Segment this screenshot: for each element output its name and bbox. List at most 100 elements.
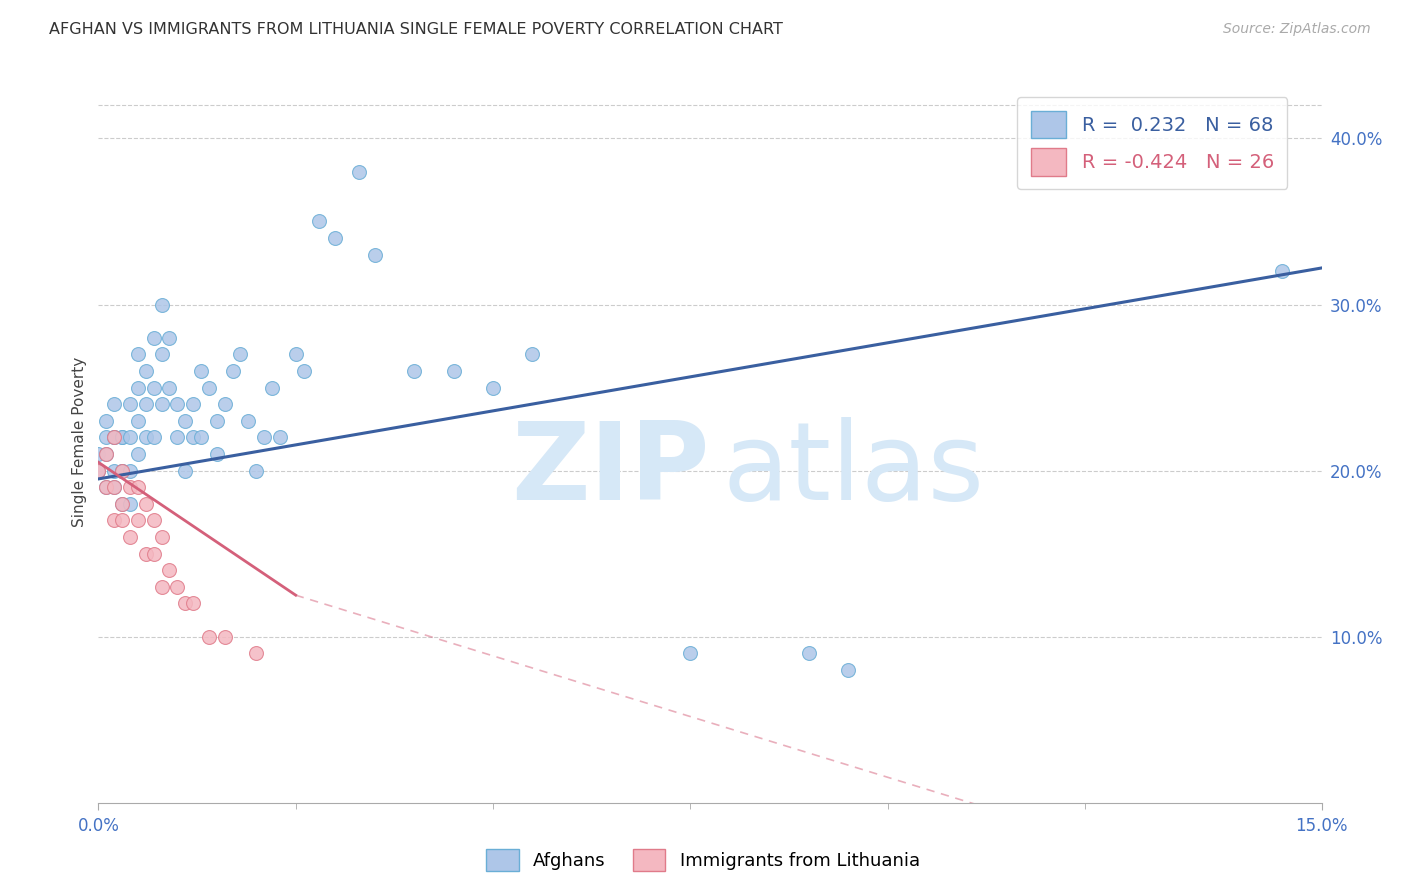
Point bbox=[135, 397, 157, 411]
Point bbox=[103, 430, 125, 444]
Point bbox=[214, 397, 236, 411]
Point bbox=[245, 646, 267, 660]
Point bbox=[118, 397, 141, 411]
Point bbox=[221, 364, 243, 378]
Point bbox=[142, 547, 165, 561]
Point bbox=[111, 497, 134, 511]
Point bbox=[96, 480, 118, 494]
Point bbox=[229, 347, 252, 361]
Point bbox=[111, 513, 134, 527]
Point bbox=[260, 380, 283, 394]
Point bbox=[190, 364, 212, 378]
Point bbox=[135, 547, 157, 561]
Point bbox=[142, 331, 165, 345]
Point bbox=[118, 497, 141, 511]
Point bbox=[150, 580, 173, 594]
Point bbox=[482, 380, 505, 394]
Point bbox=[181, 597, 204, 611]
Point bbox=[159, 331, 181, 345]
Point bbox=[1271, 264, 1294, 278]
Point bbox=[96, 447, 118, 461]
Point bbox=[174, 464, 197, 478]
Point bbox=[159, 380, 181, 394]
Point bbox=[347, 164, 370, 178]
Point bbox=[111, 464, 134, 478]
Point bbox=[198, 380, 221, 394]
Point bbox=[127, 513, 149, 527]
Legend: Afghans, Immigrants from Lithuania: Afghans, Immigrants from Lithuania bbox=[479, 842, 927, 879]
Point bbox=[111, 497, 134, 511]
Point bbox=[103, 480, 125, 494]
Point bbox=[87, 464, 110, 478]
Point bbox=[245, 464, 267, 478]
Point bbox=[150, 397, 173, 411]
Point bbox=[181, 397, 204, 411]
Point bbox=[214, 630, 236, 644]
Point bbox=[150, 530, 173, 544]
Y-axis label: Single Female Poverty: Single Female Poverty bbox=[72, 357, 87, 526]
Text: Source: ZipAtlas.com: Source: ZipAtlas.com bbox=[1223, 22, 1371, 37]
Point bbox=[135, 364, 157, 378]
Point bbox=[142, 430, 165, 444]
Legend: R =  0.232   N = 68, R = -0.424   N = 26: R = 0.232 N = 68, R = -0.424 N = 26 bbox=[1018, 97, 1288, 189]
Point bbox=[797, 646, 820, 660]
Point bbox=[190, 430, 212, 444]
Point bbox=[837, 663, 859, 677]
Point bbox=[205, 447, 228, 461]
Point bbox=[174, 414, 197, 428]
Point bbox=[166, 430, 188, 444]
Point bbox=[111, 464, 134, 478]
Point bbox=[135, 497, 157, 511]
Point bbox=[308, 214, 330, 228]
Point bbox=[127, 480, 149, 494]
Point bbox=[127, 380, 149, 394]
Point bbox=[150, 297, 173, 311]
Point bbox=[181, 430, 204, 444]
Text: atlas: atlas bbox=[723, 417, 984, 524]
Point bbox=[404, 364, 426, 378]
Point bbox=[142, 513, 165, 527]
Point bbox=[103, 464, 125, 478]
Point bbox=[118, 530, 141, 544]
Point bbox=[253, 430, 276, 444]
Point bbox=[205, 414, 228, 428]
Point bbox=[174, 597, 197, 611]
Point bbox=[111, 430, 134, 444]
Text: ZIP: ZIP bbox=[512, 417, 710, 524]
Point bbox=[96, 480, 118, 494]
Point bbox=[96, 447, 118, 461]
Point bbox=[679, 646, 702, 660]
Point bbox=[118, 430, 141, 444]
Point bbox=[103, 430, 125, 444]
Text: AFGHAN VS IMMIGRANTS FROM LITHUANIA SINGLE FEMALE POVERTY CORRELATION CHART: AFGHAN VS IMMIGRANTS FROM LITHUANIA SING… bbox=[49, 22, 783, 37]
Point bbox=[127, 447, 149, 461]
Point bbox=[166, 397, 188, 411]
Point bbox=[198, 630, 221, 644]
Point bbox=[159, 563, 181, 577]
Point bbox=[87, 464, 110, 478]
Point bbox=[323, 231, 346, 245]
Point bbox=[118, 464, 141, 478]
Point bbox=[96, 430, 118, 444]
Point bbox=[150, 347, 173, 361]
Point bbox=[284, 347, 307, 361]
Point bbox=[363, 248, 385, 262]
Point bbox=[103, 480, 125, 494]
Point bbox=[269, 430, 291, 444]
Point bbox=[111, 430, 134, 444]
Point bbox=[127, 414, 149, 428]
Point bbox=[96, 414, 118, 428]
Point bbox=[103, 513, 125, 527]
Point bbox=[522, 347, 544, 361]
Point bbox=[238, 414, 260, 428]
Point bbox=[142, 380, 165, 394]
Point bbox=[135, 430, 157, 444]
Point bbox=[443, 364, 465, 378]
Point bbox=[292, 364, 315, 378]
Point bbox=[103, 430, 125, 444]
Point bbox=[87, 447, 110, 461]
Point bbox=[166, 580, 188, 594]
Point bbox=[127, 347, 149, 361]
Point bbox=[103, 397, 125, 411]
Point bbox=[111, 464, 134, 478]
